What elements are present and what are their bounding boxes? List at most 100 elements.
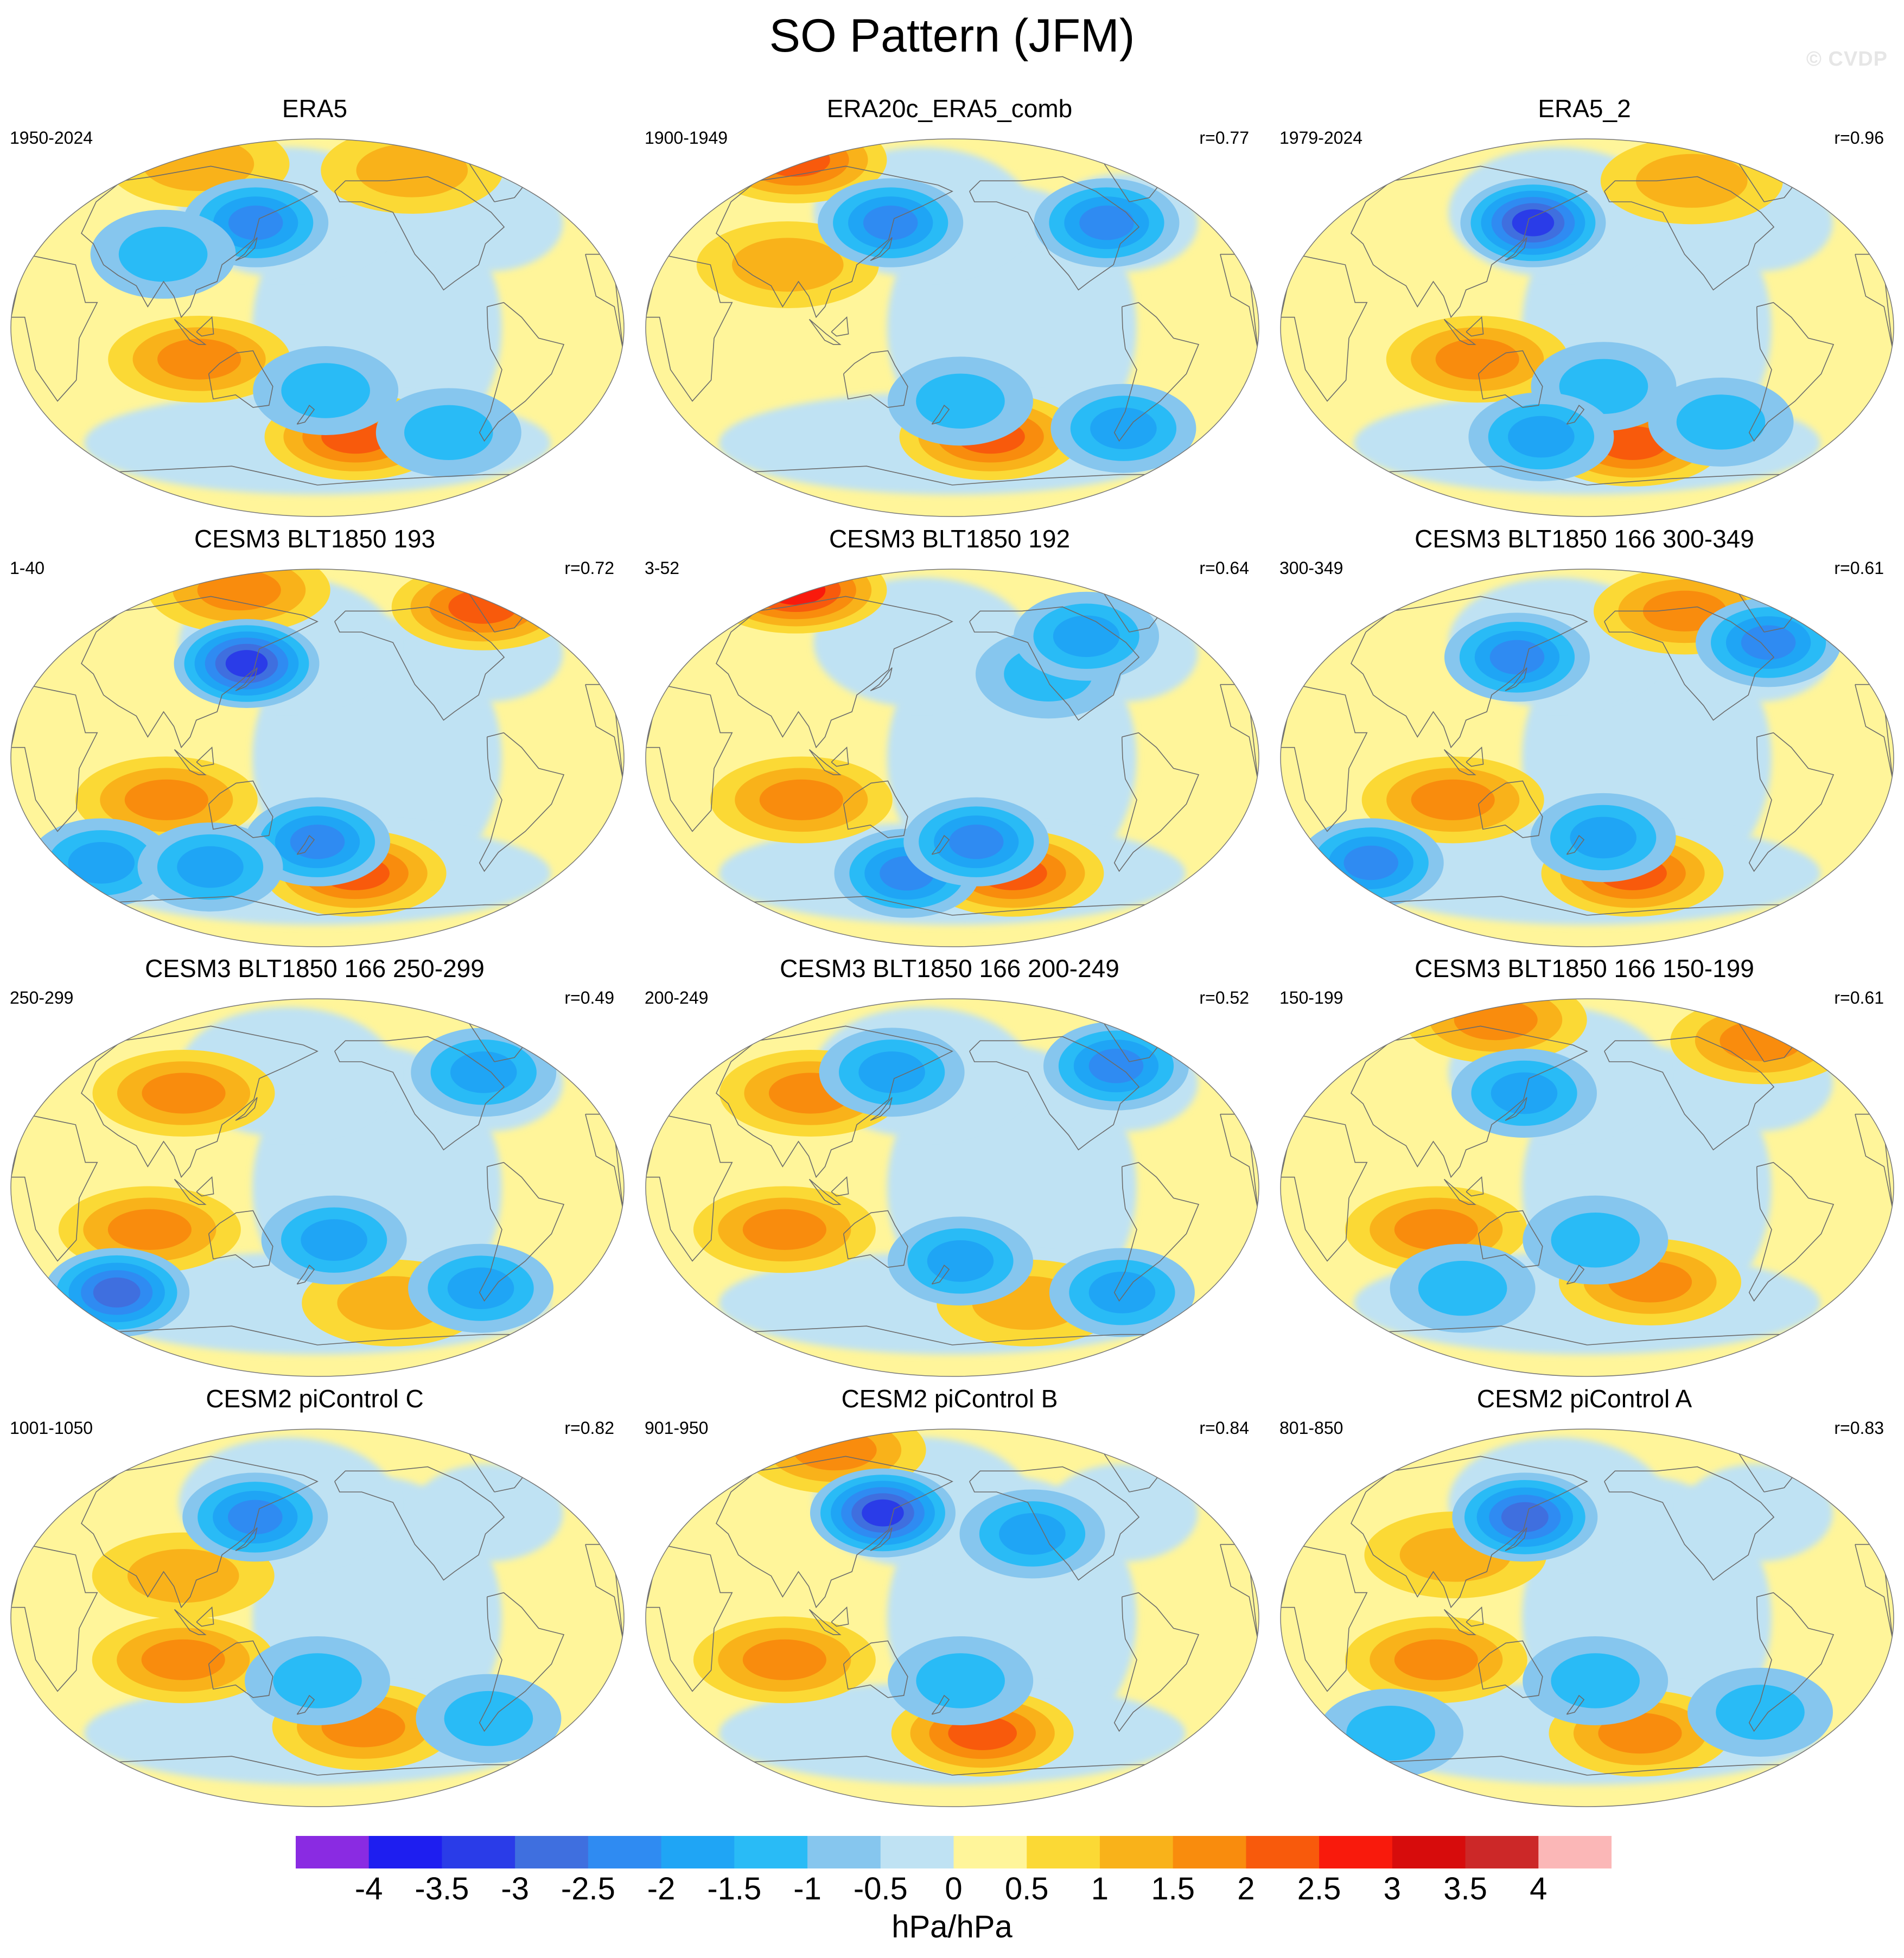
coastline (1336, 1325, 1838, 1345)
cvdp-watermark: © CVDP (1806, 48, 1888, 71)
low-contour (301, 1219, 367, 1261)
coastline (479, 732, 565, 872)
panel-years: 250-299 (10, 988, 74, 1007)
coastline (1748, 732, 1835, 872)
low-contour (1053, 615, 1120, 658)
coastline (81, 596, 319, 749)
map-slp-pattern (1280, 998, 1894, 1377)
panel-correlation: r=0.64 (1199, 558, 1249, 578)
coastline (931, 1264, 950, 1285)
panel-correlation: r=0.61 (1834, 988, 1884, 1007)
low-contour (1088, 1271, 1156, 1313)
low-contour (1343, 845, 1399, 881)
coastline (716, 596, 953, 749)
panel-years: 150-199 (1279, 988, 1343, 1007)
map-outline (1280, 1428, 1894, 1807)
colorbar-swatch (807, 1836, 881, 1868)
coastline (1466, 746, 1484, 767)
negative-zone (1680, 1464, 1833, 1562)
coastline (701, 1756, 1203, 1776)
map-panel: ERA5 1950-2024 (0, 92, 629, 521)
panel-years: 200-249 (645, 988, 709, 1007)
map-contours (1281, 1429, 1894, 1807)
low-contour (858, 1051, 925, 1093)
high-contour (732, 238, 844, 292)
panel-years: 1-40 (10, 558, 45, 578)
coastline (11, 1113, 98, 1262)
low-contour (862, 1499, 904, 1527)
coastline (1505, 237, 1527, 262)
panel-years: 3-52 (645, 558, 680, 578)
coastline (646, 1113, 733, 1262)
map-outline (10, 138, 625, 517)
coastline (208, 780, 273, 838)
panel-years: 1979-2024 (1279, 128, 1363, 148)
coastline (296, 1264, 315, 1285)
coastline (870, 1527, 893, 1552)
high-contour (759, 779, 843, 820)
panel-title: CESM3 BLT1850 166 300-349 (1415, 525, 1754, 553)
low-contour (225, 650, 268, 677)
low-contour (863, 205, 918, 240)
low-contour (1570, 817, 1636, 859)
coastline (1336, 896, 1838, 916)
coastline (969, 606, 1140, 721)
map-panel: ERA5_2 1979-2024 r=0.96 (1270, 92, 1899, 521)
coastline (646, 253, 733, 402)
coastline (1113, 1592, 1200, 1732)
low-contour (1551, 1212, 1640, 1268)
map-contours (1281, 999, 1894, 1376)
high-contour (742, 1209, 826, 1250)
high-contour (742, 1639, 826, 1680)
coastline (81, 1025, 319, 1178)
coastline (1281, 684, 1368, 832)
low-contour (450, 1051, 517, 1093)
panel-correlation: r=0.52 (1199, 988, 1249, 1007)
colorbar-swatch (1027, 1836, 1100, 1868)
colorbar-tick-label: -1.5 (707, 1871, 762, 1906)
low-contour (177, 846, 244, 888)
high-contour (142, 1073, 226, 1114)
coastline (931, 404, 950, 425)
coastline (196, 316, 214, 337)
coastline (11, 1544, 98, 1692)
coastline (716, 1025, 953, 1178)
panel-title: ERA5_2 (1538, 94, 1631, 123)
coastline (808, 749, 842, 775)
high-contour (793, 1430, 877, 1471)
coastline (1351, 596, 1588, 749)
map-outline (645, 569, 1259, 947)
coastline (1478, 1640, 1543, 1698)
coastline (81, 165, 319, 318)
low-contour (999, 1513, 1066, 1555)
high-contour (1598, 1713, 1682, 1754)
low-contour (1676, 394, 1766, 450)
high-contour (157, 339, 241, 380)
map-slp-pattern (645, 1428, 1259, 1807)
colorbar-swatch (442, 1836, 515, 1868)
panel-correlation: r=0.83 (1834, 1418, 1884, 1438)
colorbar-swatch (368, 1836, 442, 1868)
coastline (843, 350, 908, 408)
coastline (66, 465, 569, 486)
high-contour (127, 1549, 239, 1603)
coastline (1478, 1210, 1543, 1268)
coastline (1113, 302, 1200, 442)
panel-title: CESM3 BLT1850 192 (829, 525, 1071, 553)
coastline (11, 253, 98, 402)
high-contour (1454, 999, 1538, 1041)
high-contour (124, 779, 208, 820)
high-contour (761, 143, 830, 177)
coastline (1604, 1466, 1775, 1581)
coastline (1443, 1178, 1476, 1205)
panel-correlation: r=0.49 (564, 988, 614, 1007)
coastline (1505, 667, 1527, 692)
coastline (1748, 1162, 1835, 1302)
map-contours (1281, 569, 1894, 947)
coastline (1604, 606, 1775, 721)
low-contour (228, 205, 283, 240)
panel-correlation: r=0.84 (1199, 1418, 1249, 1438)
colorbar-tick-label: 2.5 (1297, 1871, 1341, 1906)
colorbar-tick-label: -1 (793, 1871, 822, 1906)
colorbar-tick-label: 3 (1383, 1871, 1401, 1906)
